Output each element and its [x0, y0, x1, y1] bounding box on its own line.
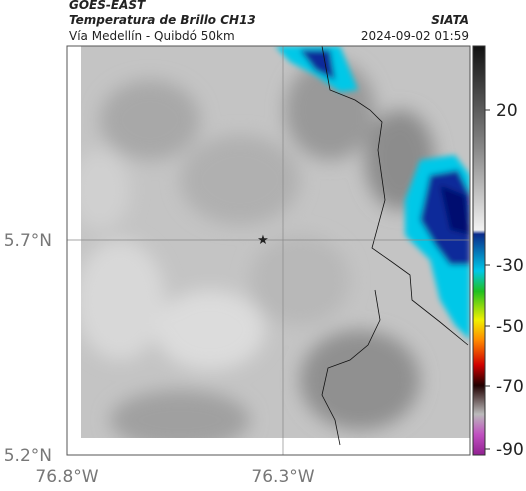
x-label: 76.8°W [35, 467, 98, 487]
product: Temperatura de Brillo CH13 [69, 13, 256, 27]
map-frame [66, 45, 471, 456]
satellite-image: ★ [67, 46, 470, 455]
route: Vía Medellín - Quibdó 50km [69, 29, 235, 43]
boundary [321, 46, 469, 446]
colorbar-label: -30 [496, 256, 524, 276]
axis-labels: 5.7°N 5.2°N76.8°W 76.3°W [4, 231, 315, 487]
y-label: 5.7°N [4, 231, 52, 251]
timestamp: 2024-09-02 01:59 [361, 29, 469, 43]
colorbar-ticks: 20 -30 -50 -70 -90 [485, 101, 524, 460]
colorbar-label: -70 [496, 377, 524, 397]
y-label: 5.2°N [4, 446, 52, 466]
brand: SIATA [431, 13, 469, 27]
x-label: 76.3°W [251, 467, 314, 487]
source: GOES-EAST [69, 0, 146, 12]
location-marker: ★ [257, 233, 269, 248]
colorbar-label: -50 [496, 317, 524, 337]
colorbar-label: -90 [496, 440, 524, 460]
colorbar [472, 45, 486, 456]
colorbar-label: 20 [496, 101, 518, 121]
